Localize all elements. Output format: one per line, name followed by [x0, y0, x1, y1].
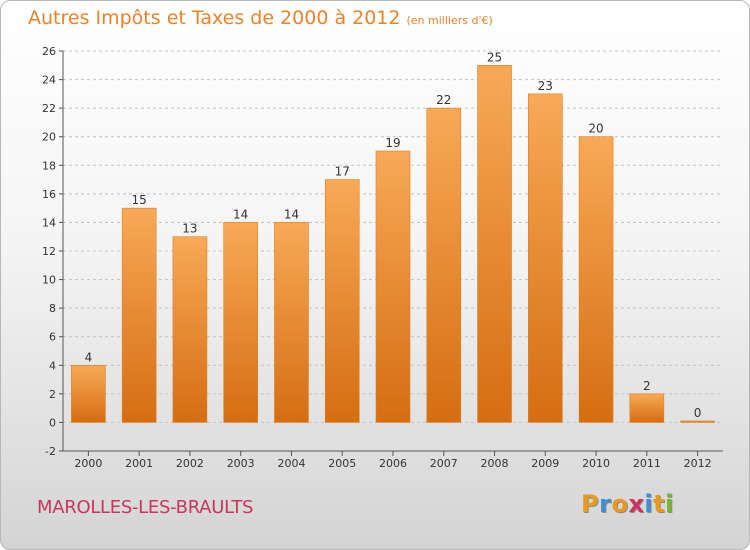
logo-letter: x — [628, 490, 645, 518]
unit-label: (en milliers d'€) — [406, 14, 493, 27]
logo-letter: t — [653, 490, 666, 518]
x-tick-label-2008: 2008 — [481, 457, 509, 470]
bar-2012[interactable] — [680, 420, 715, 423]
brand-logo[interactable]: Proxiti — [581, 490, 674, 518]
x-tick-label-2001: 2001 — [125, 457, 153, 470]
x-tick-label-2012: 2012 — [684, 457, 712, 470]
data-label-2004: 14 — [284, 207, 299, 221]
y-tick-label: 20 — [42, 131, 56, 144]
data-label-2008: 25 — [487, 50, 502, 64]
bar-2004[interactable] — [274, 222, 309, 423]
data-label-2010: 20 — [588, 122, 603, 136]
x-tick-label-2005: 2005 — [328, 457, 356, 470]
bar-2000[interactable] — [71, 364, 106, 423]
data-label-2009: 23 — [538, 79, 553, 93]
bar-2009[interactable] — [528, 93, 563, 423]
bar-2007[interactable] — [426, 107, 462, 423]
bar-2005[interactable] — [324, 179, 360, 423]
logo-letter: i — [644, 490, 654, 518]
y-tick-label: 18 — [42, 159, 56, 172]
y-tick-label: 2 — [49, 388, 56, 401]
y-tick-label: 6 — [49, 331, 56, 344]
x-tick-label-2002: 2002 — [176, 457, 204, 470]
title-text: Autres Impôts et Taxes de 2000 à 2012 — [28, 7, 401, 29]
y-tick-label: 8 — [49, 302, 56, 315]
logo-letter: r — [599, 490, 612, 518]
data-label-2006: 19 — [385, 136, 400, 150]
x-tick-label-2007: 2007 — [430, 457, 458, 470]
data-label-2000: 4 — [85, 350, 93, 364]
bar-2010[interactable] — [578, 136, 614, 423]
chart-title: Autres Impôts et Taxes de 2000 à 2012 (en… — [28, 7, 493, 29]
city-name: MAROLLES-LES-BRAULTS — [37, 497, 254, 518]
y-tick-label: 12 — [42, 245, 56, 258]
x-axis: 2000 2001 2002 2003 2004 2005 2006 2007 2008 2009… — [74, 451, 712, 470]
y-tick-label: 4 — [49, 359, 56, 372]
logo-letter: P — [581, 490, 600, 518]
data-label-2003: 14 — [233, 207, 248, 221]
logo-letter: o — [611, 490, 629, 518]
y-tick-label: 14 — [42, 216, 56, 229]
x-tick-label-2011: 2011 — [633, 457, 661, 470]
y-tick-label: 24 — [42, 74, 56, 87]
data-label-2011: 2 — [643, 379, 651, 393]
data-label-2005: 17 — [335, 165, 350, 179]
y-tick-label: -2 — [45, 445, 56, 458]
x-tick-label-2004: 2004 — [277, 457, 305, 470]
y-tick-label: 26 — [42, 45, 56, 58]
y-tick-label: 0 — [49, 416, 56, 429]
logo-letter: i — [665, 490, 674, 518]
data-label-2002: 13 — [182, 222, 197, 236]
x-tick-label-2009: 2009 — [531, 457, 559, 470]
data-label-2001: 15 — [132, 193, 147, 207]
x-tick-label-2010: 2010 — [582, 457, 610, 470]
y-tick-label: 16 — [42, 188, 56, 201]
data-label-2012: 0 — [694, 406, 702, 420]
bar-2008[interactable] — [477, 64, 512, 423]
data-label-2007: 22 — [436, 93, 451, 107]
bar-2001[interactable] — [121, 207, 157, 423]
x-tick-label-2003: 2003 — [227, 457, 255, 470]
y-tick-label: 22 — [42, 102, 56, 115]
x-tick-label-2006: 2006 — [379, 457, 407, 470]
bar-2002[interactable] — [172, 236, 208, 423]
bar-2003[interactable] — [223, 222, 258, 423]
y-tick-label: 10 — [42, 274, 56, 287]
bar-2011[interactable] — [629, 393, 665, 423]
bar-2006[interactable] — [375, 150, 411, 423]
bars — [71, 64, 715, 423]
x-tick-label-2000: 2000 — [74, 457, 102, 470]
